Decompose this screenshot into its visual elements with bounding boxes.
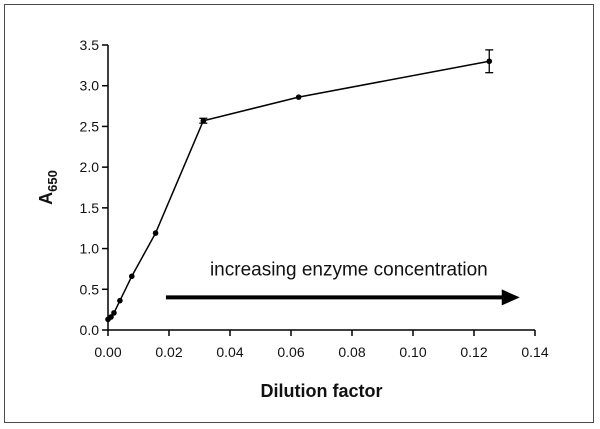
series-line <box>107 60 490 320</box>
y-tick-label: 3.0 <box>80 78 100 94</box>
arrow-head <box>501 289 520 306</box>
data-point <box>200 117 207 124</box>
y-axis-title-subscript: 650 <box>45 170 60 192</box>
data-point <box>128 273 135 280</box>
x-axis-title: Dilution factor <box>261 381 383 401</box>
annotation-text: increasing enzyme concentration <box>210 259 488 280</box>
y-tick-label: 2.0 <box>80 159 100 175</box>
x-tick-label: 0.00 <box>94 344 121 360</box>
chart-frame <box>4 4 594 423</box>
x-tick-label: 0.02 <box>155 344 182 360</box>
x-tick-label: 0.14 <box>521 344 548 360</box>
y-axis-title: A650 <box>36 170 60 205</box>
x-tick-label: 0.12 <box>460 344 487 360</box>
y-tick-label: 2.5 <box>80 118 100 134</box>
y-tick-label: 0.0 <box>80 322 100 338</box>
y-tick-label: 3.5 <box>80 37 100 53</box>
data-point <box>111 310 117 316</box>
y-tick-label: 0.5 <box>80 281 100 297</box>
data-point <box>117 297 123 304</box>
y-axis-title-main: A <box>36 192 56 205</box>
axes <box>107 45 535 331</box>
x-tick-label: 0.08 <box>338 344 365 360</box>
data-point <box>108 314 114 320</box>
x-tick-label: 0.10 <box>399 344 426 360</box>
series-group <box>105 49 494 323</box>
x-ticks: 0.00 0.02 0.04 0.06 0.08 0.10 0.12 0.14 <box>94 330 549 360</box>
data-point <box>295 94 302 100</box>
data-point <box>152 230 159 236</box>
data-point <box>486 58 493 65</box>
y-tick-label: 1.0 <box>80 241 100 257</box>
annotation-arrow <box>165 289 520 306</box>
y-tick-label: 1.5 <box>80 200 100 216</box>
x-tick-label: 0.04 <box>216 344 243 360</box>
y-ticks: 0.0 0.5 1.0 1.5 2.0 2.5 3.0 3.5 <box>80 37 108 338</box>
x-tick-label: 0.06 <box>277 344 304 360</box>
